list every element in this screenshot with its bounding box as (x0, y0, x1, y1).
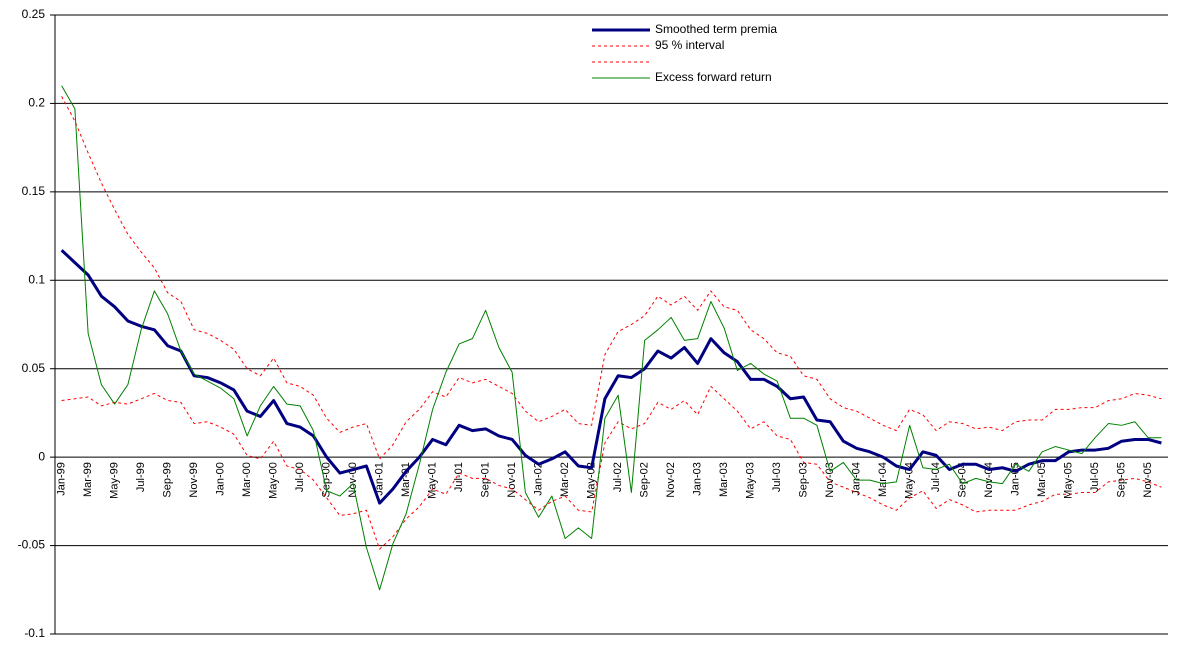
y-tick-label: 0.25 (22, 7, 46, 21)
y-tick-label: -0.05 (18, 538, 46, 552)
x-tick-label: Jan-03 (692, 462, 704, 496)
series-line (60, 249, 1162, 505)
series-line (61, 96, 1162, 460)
x-tick-label: Jan-04 (851, 462, 863, 496)
x-tick-label: Nov-04 (983, 462, 995, 497)
x-tick-label: Jan-99 (56, 462, 68, 496)
x-tick-label: Jan-05 (1010, 462, 1022, 496)
x-tick-label: Mar-05 (1036, 462, 1048, 497)
x-tick-label: May-01 (427, 462, 439, 499)
x-tick-label: Nov-05 (1142, 462, 1154, 497)
series-line (61, 385, 1162, 550)
x-tick-label: Nov-03 (824, 462, 836, 497)
x-tick-label: Jul-02 (612, 462, 624, 492)
x-tick-label: May-03 (745, 462, 757, 499)
legend-label: Excess forward return (655, 70, 772, 84)
x-tick-label: Sep-04 (957, 462, 969, 497)
x-tick-label: May-99 (109, 462, 121, 499)
x-tick-label: May-02 (586, 462, 598, 499)
y-tick-label: 0.15 (22, 184, 46, 198)
x-tick-label: Sep-99 (162, 462, 174, 497)
x-tick-label: Jan-02 (533, 462, 545, 496)
y-tick-label: 0 (38, 449, 45, 463)
x-tick-label: Nov-99 (188, 462, 200, 497)
x-tick-label: May-00 (268, 462, 280, 499)
legend-label: 95 % interval (655, 38, 724, 52)
x-tick-label: Jul-00 (294, 462, 306, 492)
y-tick-label: 0.1 (28, 272, 45, 286)
x-tick-label: May-05 (1063, 462, 1075, 499)
x-tick-label: Mar-02 (559, 462, 571, 497)
x-tick-label: Mar-99 (82, 462, 94, 497)
x-tick-label: Nov-02 (665, 462, 677, 497)
x-tick-label: Jan-01 (374, 462, 386, 496)
x-tick-label: Jul-01 (453, 462, 465, 492)
legend-label: Smoothed term premia (655, 22, 777, 36)
y-tick-label: 0.05 (22, 361, 46, 375)
x-tick-label: Mar-03 (718, 462, 730, 497)
x-tick-label: Mar-00 (241, 462, 253, 497)
x-tick-label: Sep-00 (321, 462, 333, 497)
x-tick-label: Jul-04 (930, 462, 942, 492)
x-tick-label: Sep-03 (798, 462, 810, 497)
x-tick-label: Jan-00 (215, 462, 227, 496)
x-tick-label: Sep-01 (480, 462, 492, 497)
y-tick-label: 0.2 (28, 96, 45, 110)
x-tick-label: Nov-01 (506, 462, 518, 497)
x-tick-label: May-04 (904, 462, 916, 499)
x-tick-label: Jul-03 (771, 462, 783, 492)
x-tick-label: Mar-04 (877, 462, 889, 497)
x-tick-label: Jul-99 (135, 462, 147, 492)
x-tick-label: Jul-05 (1089, 462, 1101, 492)
y-tick-label: -0.1 (24, 626, 45, 640)
x-tick-label: Mar-01 (400, 462, 412, 497)
x-tick-label: Sep-02 (639, 462, 651, 497)
series-line (61, 85, 1162, 591)
